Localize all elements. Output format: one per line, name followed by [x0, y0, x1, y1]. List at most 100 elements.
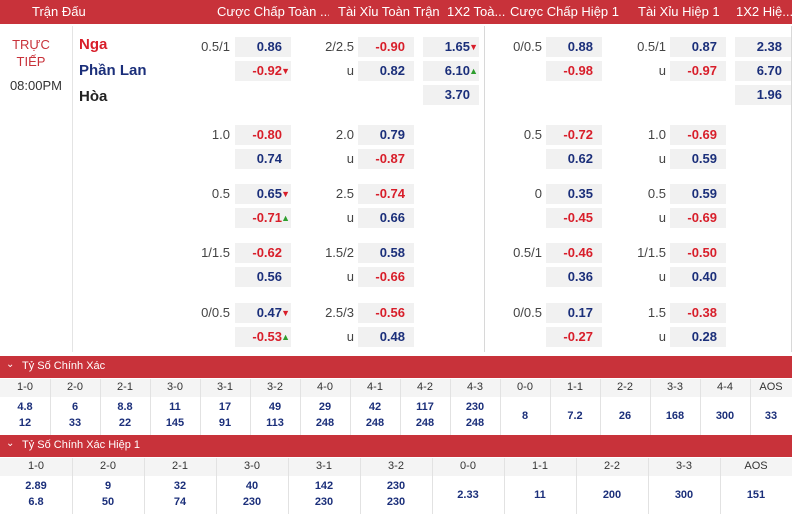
odds-cell[interactable]: 0.56	[235, 267, 291, 287]
odds-cell[interactable]: 0.59	[670, 149, 726, 169]
odds-cell[interactable]: -0.72	[546, 125, 602, 145]
header-ou-h1[interactable]: Tài Xỉu Hiệp 1	[638, 4, 720, 19]
away-team[interactable]: Phần Lan	[79, 62, 147, 79]
odds-cell[interactable]: 0.48	[358, 327, 414, 347]
odds-cell[interactable]: 0.35	[546, 184, 602, 204]
correct-score-h1-header[interactable]: ⌄ Tỷ Số Chính Xác Hiệp 1	[0, 435, 792, 457]
correct-score-header[interactable]: ⌄ Tỷ Số Chính Xác	[0, 356, 792, 378]
odds-cell[interactable]: -0.62	[235, 243, 291, 263]
odds-cell[interactable]: 0.40	[670, 267, 726, 287]
x12-h1-cell[interactable]: 1.96	[735, 85, 791, 105]
home-team[interactable]: Nga	[79, 36, 108, 53]
odds-cell[interactable]: -0.80	[235, 125, 291, 145]
score-odds-away[interactable]: 248	[415, 417, 435, 429]
odds-cell[interactable]: -0.92 ▼	[235, 61, 291, 81]
score-odds-home[interactable]: 2.89	[25, 480, 47, 492]
odds-cell[interactable]: -0.56	[358, 303, 414, 323]
score-odds-home[interactable]: 29	[318, 401, 332, 413]
score-odds-away[interactable]: 230	[386, 496, 406, 508]
score-odds-home[interactable]: 168	[665, 410, 685, 422]
score-odds-home[interactable]: 8.8	[117, 401, 133, 413]
odds-cell[interactable]: -0.50	[670, 243, 726, 263]
score-odds-home[interactable]: 300	[715, 410, 735, 422]
odds-cell[interactable]: 0.87	[670, 37, 726, 57]
score-odds-home[interactable]: 230	[465, 401, 485, 413]
score-odds-home[interactable]: 4.8	[17, 401, 33, 413]
odds-cell[interactable]: -0.69	[670, 208, 726, 228]
odds-cell[interactable]: 0.17	[546, 303, 602, 323]
score-odds-away[interactable]: 248	[365, 417, 385, 429]
score-odds-away[interactable]: 91	[218, 417, 232, 429]
odds-cell[interactable]: -0.27	[546, 327, 602, 347]
score-odds-away[interactable]: 33	[68, 417, 82, 429]
score-odds-home[interactable]: 11	[534, 489, 546, 501]
odds-cell[interactable]: 0.65 ▼	[235, 184, 291, 204]
x12-h1-cell[interactable]: 6.70	[735, 61, 791, 81]
odds-cell[interactable]: 0.59	[670, 184, 726, 204]
odds-cell[interactable]: -0.97	[670, 61, 726, 81]
header-ah-ft[interactable]: Cược Chấp Toàn ...	[217, 4, 329, 19]
x12-ft-cell[interactable]: 3.70	[423, 85, 479, 105]
score-odds-home[interactable]: 11	[169, 401, 181, 413]
header-1x2-ft[interactable]: 1X2 Toà...	[447, 4, 506, 19]
score-odds-home[interactable]: 151	[746, 489, 766, 501]
odds-cell[interactable]: -0.90	[358, 37, 414, 57]
x12-h1-cell[interactable]: 2.38	[735, 37, 791, 57]
odds-cell[interactable]: 0.36	[546, 267, 602, 287]
score-odds-home[interactable]: 40	[245, 480, 259, 492]
score-odds-home[interactable]: 200	[602, 489, 622, 501]
odds-cell[interactable]: 0.88	[546, 37, 602, 57]
odds-cell[interactable]: -0.38	[670, 303, 726, 323]
odds-cell[interactable]: -0.98	[546, 61, 602, 81]
odds-cell[interactable]: -0.46	[546, 243, 602, 263]
score-odds-home[interactable]: 9	[104, 480, 112, 492]
score-odds-away[interactable]: 6.8	[28, 496, 44, 508]
header-ah-h1[interactable]: Cược Chấp Hiệp 1	[510, 4, 619, 19]
score-odds-away[interactable]: 230	[314, 496, 334, 508]
score-odds-home[interactable]: 32	[173, 480, 187, 492]
score-odds-away[interactable]: 12	[18, 417, 32, 429]
odds-cell[interactable]: -0.71 ▲	[235, 208, 291, 228]
score-odds-away[interactable]: 74	[173, 496, 187, 508]
odds-cell[interactable]: 0.58	[358, 243, 414, 263]
x12-ft-cell[interactable]: 1.65 ▼	[423, 37, 479, 57]
header-ou-ft[interactable]: Tài Xỉu Toàn Trận	[338, 4, 440, 19]
score-odds-away[interactable]: 113	[266, 417, 284, 429]
score-odds-home[interactable]: 26	[618, 410, 632, 422]
odds-cell[interactable]: 0.79	[358, 125, 414, 145]
odds-cell[interactable]: -0.87	[358, 149, 414, 169]
score-odds-home[interactable]: 7.2	[567, 410, 583, 422]
score-odds-away[interactable]: 22	[118, 417, 132, 429]
score-odds-away[interactable]: 145	[165, 417, 185, 429]
odds-cell[interactable]: 0.86	[235, 37, 291, 57]
score-odds-away[interactable]: 50	[101, 496, 115, 508]
under-label: u	[658, 329, 666, 344]
odds-cell[interactable]: -0.53 ▲	[235, 327, 291, 347]
odds-cell[interactable]: 0.62	[546, 149, 602, 169]
odds-cell[interactable]: 0.82	[358, 61, 414, 81]
score-odds-away[interactable]: 230	[242, 496, 262, 508]
odds-cell[interactable]: -0.45	[546, 208, 602, 228]
x12-ft-cell[interactable]: 6.10 ▲	[423, 61, 479, 81]
odds-cell[interactable]: -0.74	[358, 184, 414, 204]
score-odds-home[interactable]: 300	[674, 489, 694, 501]
score-odds-home[interactable]: 17	[218, 401, 232, 413]
odds-cell[interactable]: -0.69	[670, 125, 726, 145]
score-odds-home[interactable]: 117	[416, 401, 434, 413]
score-odds-home[interactable]: 33	[764, 410, 778, 422]
odds-cell[interactable]: 0.28	[670, 327, 726, 347]
score-odds-home[interactable]: 230	[386, 480, 406, 492]
odds-cell[interactable]: 0.66	[358, 208, 414, 228]
odds-cell[interactable]: 0.74	[235, 149, 291, 169]
score-odds-home[interactable]: 49	[268, 401, 282, 413]
header-1x2-h1[interactable]: 1X2 Hiệ...	[736, 4, 792, 19]
score-odds-home[interactable]: 42	[368, 401, 382, 413]
score-odds-home[interactable]: 142	[314, 480, 334, 492]
score-odds-away[interactable]: 248	[315, 417, 335, 429]
score-odds-away[interactable]: 248	[465, 417, 485, 429]
score-odds-home[interactable]: 8	[521, 410, 529, 422]
score-odds-home[interactable]: 6	[71, 401, 79, 413]
odds-cell[interactable]: 0.47 ▼	[235, 303, 291, 323]
score-odds-home[interactable]: 2.33	[457, 489, 479, 501]
odds-cell[interactable]: -0.66	[358, 267, 414, 287]
